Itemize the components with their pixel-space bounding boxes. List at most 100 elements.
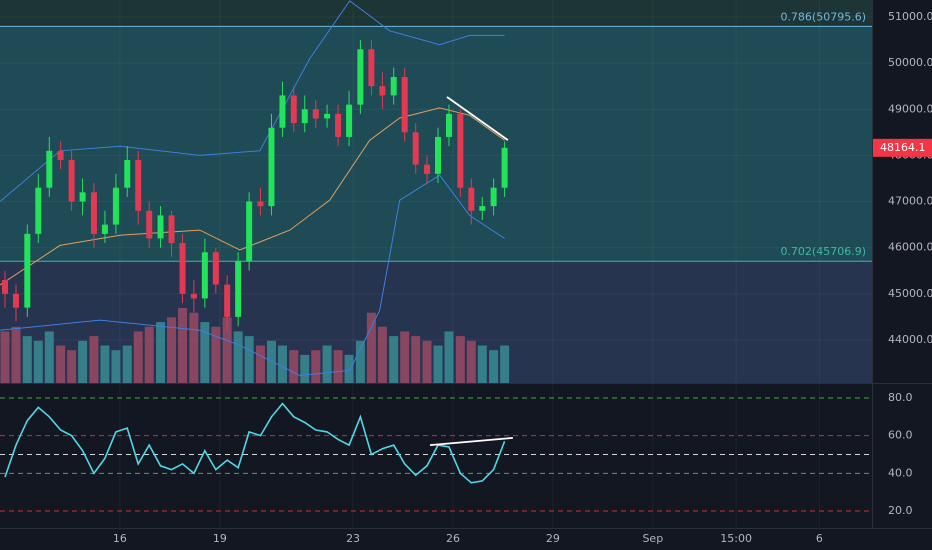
candle-body — [501, 147, 508, 188]
candle-body — [201, 252, 208, 299]
candle-body — [24, 233, 31, 308]
candle-body — [424, 164, 431, 174]
candle-body — [401, 76, 408, 133]
trendline — [429, 437, 513, 446]
volume-bar — [255, 345, 265, 383]
band-line — [0, 174, 505, 377]
volume-bar — [222, 317, 232, 383]
candle-body — [301, 109, 308, 124]
volume-bar — [33, 340, 43, 383]
fib-label: 0.702(45706.9) — [780, 245, 866, 258]
volume-bar — [11, 326, 21, 383]
y-tick-label: 50000.0 — [888, 56, 932, 69]
volume-bar — [422, 340, 432, 383]
band-line — [0, 0, 505, 202]
candle-body — [290, 95, 297, 124]
candle-body — [468, 187, 475, 211]
candle-body — [146, 210, 153, 239]
volume-bar — [89, 336, 99, 383]
candle-body — [279, 95, 286, 128]
fib-label: 0.786(50795.6) — [780, 10, 866, 23]
candle-body — [490, 187, 497, 207]
rsi-tick-label: 60.0 — [888, 429, 913, 442]
volume-bar — [78, 340, 88, 383]
volume-bar — [144, 326, 154, 383]
candle-body — [68, 160, 75, 202]
candle-body — [190, 293, 197, 299]
volume-bar — [22, 336, 32, 383]
x-tick-label: 19 — [213, 532, 227, 545]
candle-body — [445, 113, 452, 137]
x-tick-label: 29 — [546, 532, 560, 545]
candle-body — [346, 104, 353, 137]
rsi-tick-label: 40.0 — [888, 466, 913, 479]
volume-bar — [289, 350, 299, 383]
volume-bar — [67, 350, 77, 383]
candle-body — [379, 86, 386, 96]
volume-bar — [344, 354, 354, 383]
volume-bar — [411, 336, 421, 383]
candle-body — [268, 127, 275, 207]
rsi-tick-label: 20.0 — [888, 504, 913, 517]
volume-bar — [377, 326, 387, 383]
volume-bar — [366, 312, 376, 383]
volume-bar — [333, 350, 343, 383]
x-tick-label: 6 — [816, 532, 823, 545]
rsi-tick-label: 80.0 — [888, 391, 913, 404]
volume-bar — [111, 350, 121, 383]
price-label: 48164.1 — [880, 141, 926, 154]
volume-bar — [189, 312, 199, 383]
volume-bar — [266, 340, 276, 383]
volume-bar — [0, 331, 10, 383]
candle-body — [246, 201, 253, 262]
volume-bar — [322, 345, 332, 383]
candle-body — [224, 284, 231, 317]
x-tick-label: 15:00 — [720, 532, 752, 545]
volume-bar — [178, 308, 188, 383]
candle-body — [212, 252, 219, 285]
trendline — [446, 96, 509, 141]
candle-body — [312, 109, 319, 119]
volume-bar — [156, 322, 166, 383]
candle-body — [57, 150, 64, 161]
volume-bar — [167, 317, 177, 383]
volume-bar — [200, 322, 210, 383]
y-tick-label: 51000.0 — [888, 10, 932, 23]
candle-body — [390, 76, 397, 96]
candle-body — [35, 187, 42, 234]
candle-body — [257, 201, 264, 207]
volume-bar — [455, 336, 465, 383]
volume-bar — [233, 331, 243, 383]
volume-bar — [477, 345, 487, 383]
volume-bar — [489, 350, 499, 383]
volume-bar — [244, 336, 254, 383]
candle-body — [179, 243, 186, 294]
candle-body — [357, 49, 364, 105]
candle-body — [124, 160, 131, 188]
candle-body — [46, 150, 53, 188]
candle-body — [79, 192, 86, 202]
candle-body — [101, 224, 108, 234]
candle-body — [168, 215, 175, 244]
y-tick-label: 47000.0 — [888, 195, 932, 208]
candle-body — [434, 136, 441, 174]
volume-bar — [433, 345, 443, 383]
volume-bar — [44, 331, 54, 383]
y-tick-label: 49000.0 — [888, 102, 932, 115]
candle-body — [412, 132, 419, 165]
candle-body — [324, 113, 331, 119]
volume-bar — [355, 340, 365, 383]
volume-bar — [300, 354, 310, 383]
candle-body — [157, 215, 164, 239]
x-tick-label: 26 — [446, 532, 460, 545]
candle-body — [90, 192, 97, 234]
price-label-box — [873, 138, 932, 157]
volume-bar — [277, 345, 287, 383]
candle-body — [335, 113, 342, 137]
candle-body — [112, 187, 119, 225]
x-tick-label: 16 — [113, 532, 127, 545]
volume-bar — [500, 345, 510, 383]
volume-bar — [311, 350, 321, 383]
volume-bar — [211, 326, 221, 383]
candle-body — [1, 279, 8, 294]
